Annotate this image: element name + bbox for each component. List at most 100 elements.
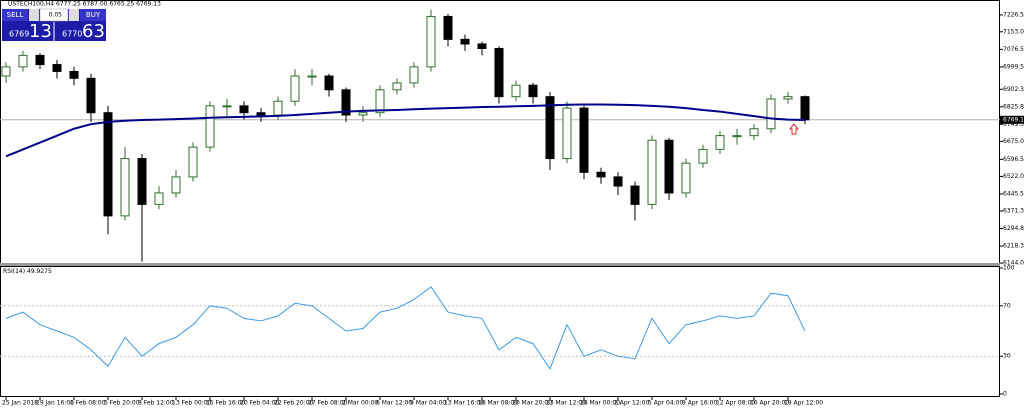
candle-body	[426, 15, 436, 68]
y-tick-label: 6371.30	[1003, 207, 1024, 214]
y-tick-label: 6218.30	[1003, 243, 1024, 250]
candle-body	[205, 105, 215, 148]
x-tick-label: 27 Feb 08:00	[308, 400, 348, 407]
candle-body	[443, 15, 453, 40]
x-tick-label: 19 Apr 12:00	[784, 400, 823, 407]
candle-body	[341, 89, 351, 116]
rsi-name: RSI(14)	[3, 268, 25, 275]
lot-input[interactable]	[39, 8, 69, 22]
candle-body	[562, 107, 572, 160]
buy-pips[interactable]: 63	[82, 21, 105, 42]
y-tick-label: 6596.55	[1003, 156, 1024, 163]
x-tick-label: 13 Mar 16:00	[444, 400, 484, 407]
x-tick-label: 8 Feb 12:00	[138, 400, 174, 407]
y-tick-label: 30	[1003, 353, 1011, 360]
buy-label[interactable]: BUY	[86, 11, 101, 19]
candle-body	[103, 112, 113, 217]
x-tick-label: 5 Apr 04:00	[648, 400, 683, 407]
candle-body	[324, 75, 334, 91]
x-tick-label: 12 Apr 08:00	[716, 400, 755, 407]
candle-body	[256, 112, 266, 116]
bid-label: 6769.13	[1003, 116, 1024, 123]
y-tick-label: 6445.55	[1003, 190, 1024, 197]
y-tick-label: 7153.05	[1003, 28, 1024, 35]
candle-body	[1, 66, 11, 77]
y-tick-label: 6999.55	[1003, 63, 1024, 70]
candle-body	[783, 96, 793, 100]
candle-body	[732, 135, 742, 138]
rsi-line	[5, 286, 806, 370]
candle-body	[154, 192, 164, 205]
x-tick-label: 23 Mar 12:00	[546, 400, 586, 407]
x-tick-label: 9 Apr 16:00	[682, 400, 717, 407]
candle-body	[409, 66, 419, 84]
candle-body	[137, 158, 147, 205]
candle-body	[86, 77, 96, 114]
candle-body	[528, 84, 538, 98]
sell-pips[interactable]: 13	[29, 21, 52, 42]
x-tick-label: 20 Mar 20:00	[512, 400, 552, 407]
candle-body	[188, 146, 198, 178]
x-tick-label: 16 Mar 08:00	[478, 400, 518, 407]
y-tick-label: 6749.30	[1003, 121, 1024, 128]
rsi-panel-border	[0, 266, 1000, 397]
x-tick-label: 9 Mar 04:00	[410, 400, 446, 407]
candle-body	[579, 107, 589, 173]
y-tick-label: 100	[1003, 265, 1015, 272]
x-tick-label: 6 Mar 12:00	[376, 400, 412, 407]
rsi-title: RSI(14) 49.9275	[3, 268, 52, 275]
candle-body	[749, 128, 759, 137]
candle-body	[664, 139, 674, 194]
bid-label-bg	[1000, 115, 1024, 124]
buy-button[interactable]	[80, 9, 106, 21]
trade-panel: SELL 0.05 BUY 6769 13 6770 63	[2, 8, 106, 42]
y-tick-label: 6294.80	[1003, 225, 1024, 232]
candle-body	[307, 75, 317, 78]
x-tick-label: 25 Jan 2018	[2, 400, 38, 407]
rsi-last-value: 49.9275	[27, 268, 52, 275]
candle-body	[222, 105, 232, 108]
y-tick-label: 6144.05	[1003, 260, 1024, 267]
x-tick-label: 28 Mar 00:00	[580, 400, 620, 407]
candle-body	[477, 43, 487, 50]
chart-title: USTECH100,H4 6777.25 6787.00 6765.25 676…	[8, 1, 161, 8]
candle-body	[18, 54, 28, 68]
x-tick-label: 1 Feb 08:00	[70, 400, 106, 407]
candle-body	[273, 100, 283, 116]
candle-body	[35, 54, 45, 66]
y-tick-label: 0	[1003, 391, 1007, 398]
x-tick-label: 29 Jan 16:00	[36, 400, 74, 407]
y-tick-label: 6522.05	[1003, 173, 1024, 180]
sell-label[interactable]: SELL	[7, 11, 24, 19]
candle-body	[613, 176, 623, 187]
buy-price[interactable]: 6770	[62, 30, 82, 39]
candle-body	[460, 38, 470, 45]
buy-arrow	[788, 123, 800, 135]
candle-body	[630, 185, 640, 205]
candle-body	[681, 162, 691, 194]
lot-value[interactable]: 0.05	[49, 12, 63, 19]
x-tick-label: 2 Apr 12:00	[614, 400, 649, 407]
candle-body	[358, 112, 368, 116]
lot-down[interactable]	[29, 9, 39, 21]
panel-separator	[0, 263, 1000, 266]
sell-button[interactable]	[2, 9, 28, 21]
candle-body	[698, 148, 708, 164]
moving-average	[5, 103, 806, 158]
candle-body	[171, 176, 181, 194]
candle-body	[596, 171, 606, 178]
x-tick-label: 2 Mar 00:00	[342, 400, 378, 407]
candle-body	[69, 70, 79, 79]
y-tick-label: 7076.55	[1003, 46, 1024, 53]
x-tick-label: 15 Feb 16:00	[206, 400, 246, 407]
y-tick-label: 6675.05	[1003, 138, 1024, 145]
candle-body	[120, 158, 130, 217]
candle-body	[715, 135, 725, 150]
lot-up[interactable]	[69, 9, 79, 21]
sell-price[interactable]: 6769	[9, 30, 29, 39]
candle-body	[52, 64, 62, 72]
x-tick-label: 22 Feb 20:00	[274, 400, 314, 407]
candle-body	[239, 105, 249, 114]
